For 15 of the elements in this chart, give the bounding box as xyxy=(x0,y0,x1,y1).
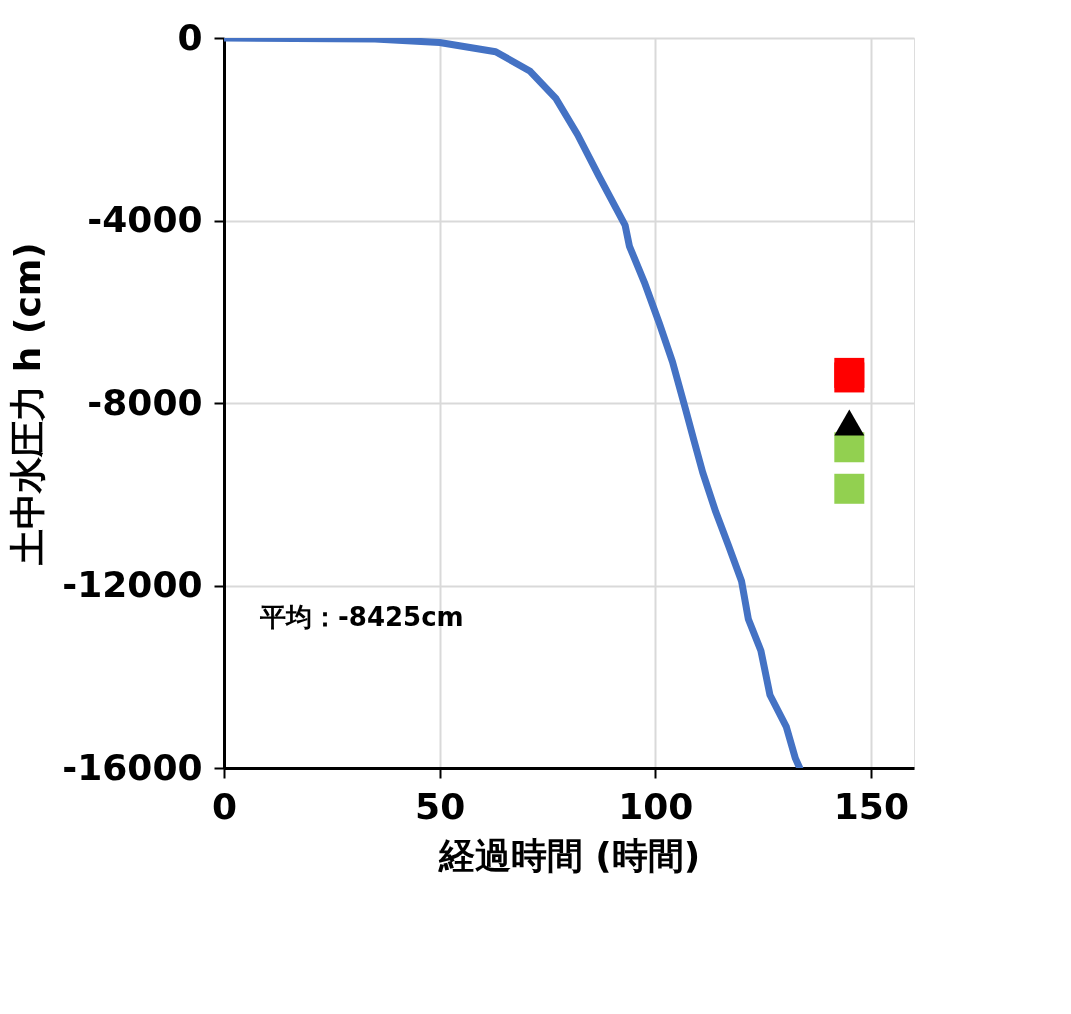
point xyxy=(834,473,865,504)
y-tick-label: -4000 xyxy=(87,199,203,240)
point xyxy=(834,409,865,436)
point xyxy=(834,432,865,463)
y-tick-label: -8000 xyxy=(87,381,203,423)
annotation: 平均：-8425cm xyxy=(259,602,464,632)
y-tick-label: -16000 xyxy=(62,746,203,788)
y-axis-title: 土中水圧力 h (cm) xyxy=(7,242,49,565)
y-tick-label: 0 xyxy=(177,16,203,58)
x-tick-label: 100 xyxy=(618,785,694,827)
x-tick-label: 0 xyxy=(211,785,238,827)
y-tick-label: -12000 xyxy=(62,564,203,605)
x-tick-label: 150 xyxy=(833,785,909,827)
x-tick-label: 50 xyxy=(415,785,466,827)
x-axis-title: 経過時間 (時間) xyxy=(437,834,701,876)
